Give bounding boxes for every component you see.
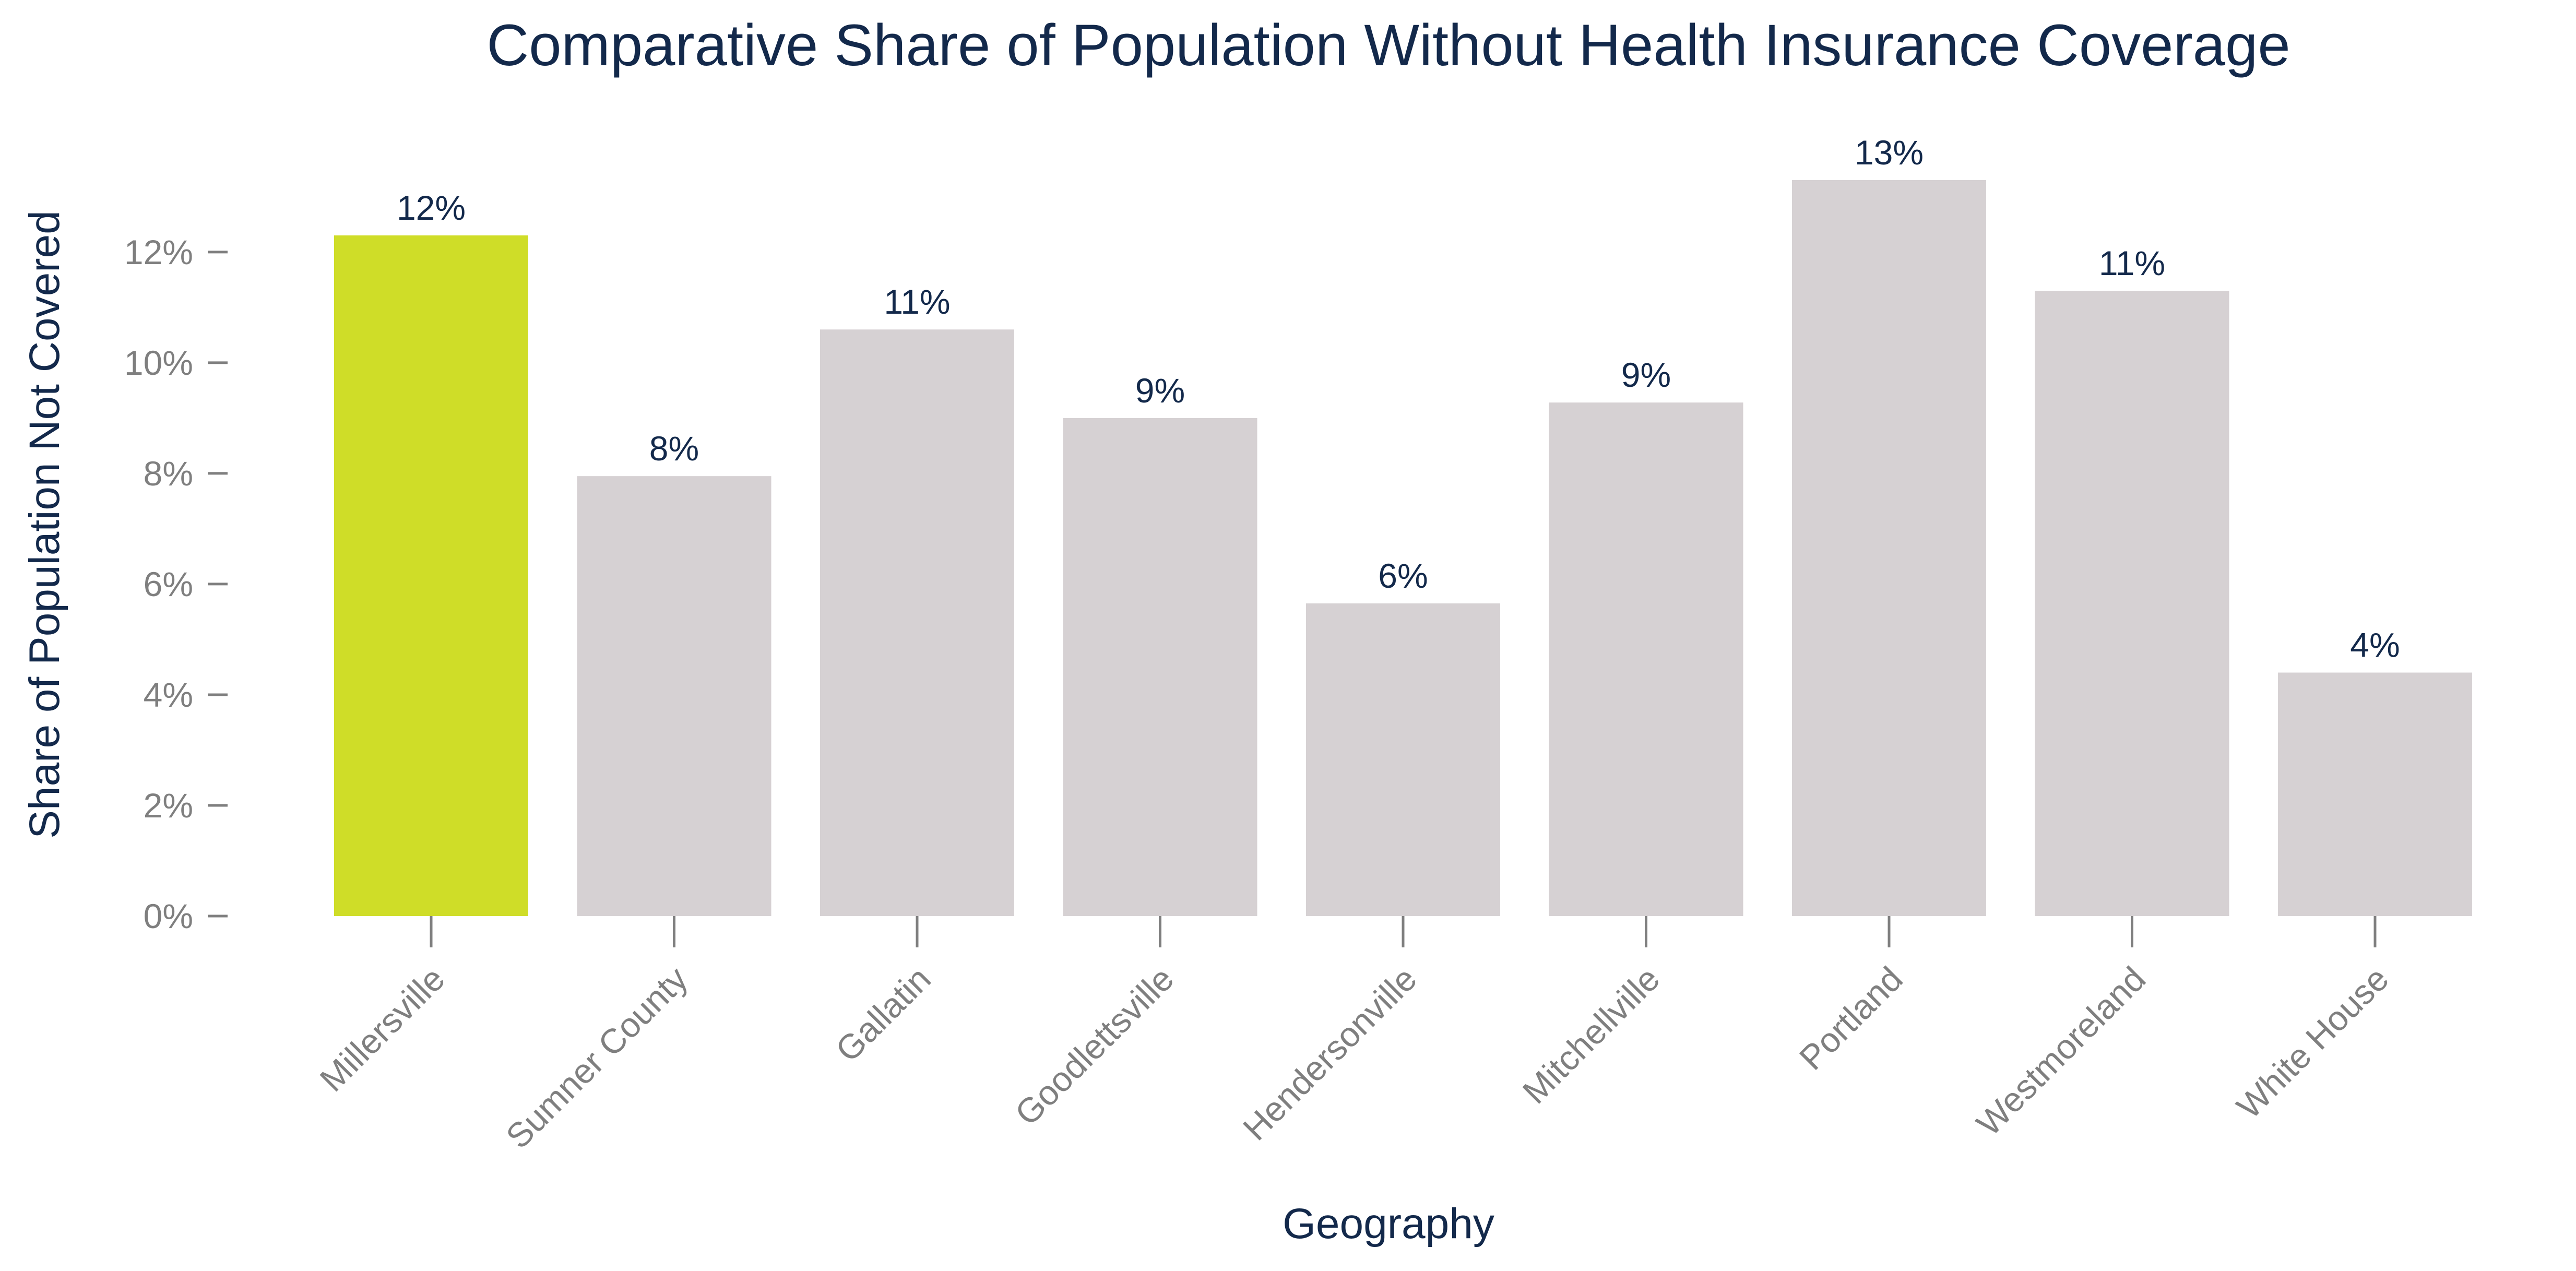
bar [577,476,771,916]
y-tick-label: 0% [144,897,193,935]
data-label: 11% [884,282,950,321]
x-tick-label: Goodlettsville [1007,959,1181,1133]
bar [2278,672,2472,916]
bar [1063,418,1257,916]
x-tick-label: Sumner County [498,959,695,1156]
x-tick-label: Millersville [312,959,452,1099]
chart-title: Comparative Share of Population Without … [486,13,2290,78]
bar [820,329,1014,916]
y-axis: 0% 2% 4% 6% 8% 10% 12% [124,233,228,935]
y-tick-label: 12% [124,233,193,271]
x-tick-label: Portland [1792,959,1910,1077]
bar [2035,291,2229,917]
y-tick-label: 2% [144,786,193,825]
data-label: 8% [649,429,699,468]
data-label: 9% [1135,371,1185,410]
bar [1792,180,1986,916]
data-label: 9% [1621,355,1671,394]
data-label: 11% [2099,244,2165,282]
y-tick-label: 6% [144,565,193,603]
data-labels-group: 12% 8% 11% 9% 6% 9% 13% 11% 4% [397,133,2400,664]
y-axis-title: Share of Population Not Covered [21,210,68,838]
x-tick-label: Westmoreland [1969,959,2153,1143]
bars-group [334,180,2472,917]
data-label: 4% [2350,626,2400,664]
y-tick-label: 4% [144,675,193,714]
x-axis: Millersville Sumner County Gallatin Goodlet… [312,916,2396,1156]
x-tick-label: Hendersonville [1236,959,1424,1148]
data-label: 6% [1378,556,1428,595]
x-tick-label: Gallatin [828,959,938,1070]
y-tick-label: 8% [144,454,193,493]
y-tick-label: 10% [124,343,193,382]
bar [1306,603,1500,916]
bar [1549,402,1743,916]
x-tick-label: White House [2229,959,2395,1126]
data-label: 12% [397,188,466,227]
x-tick-label: Mitchellville [1515,959,1667,1111]
x-axis-title: Geography [1283,1200,1494,1248]
data-label: 13% [1855,133,1924,172]
bar [334,235,528,917]
